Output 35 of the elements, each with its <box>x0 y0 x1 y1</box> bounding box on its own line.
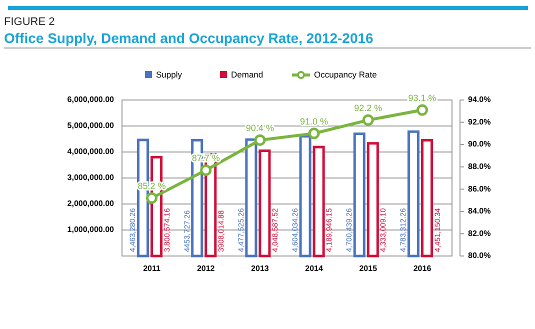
x-tick-label: 2016 <box>413 264 432 273</box>
point <box>146 192 158 204</box>
x-tick-label: 2011 <box>143 264 161 273</box>
legend-label: Occupancy Rate <box>314 69 378 80</box>
data-label: 92.2 % <box>354 103 382 114</box>
data-label: 91.0 % <box>300 116 328 126</box>
y-tick-label: 2,000,000.00 <box>67 199 115 208</box>
y2-tick-label: 86.0% <box>468 184 491 194</box>
x-tick-label: 2013 <box>251 264 270 273</box>
y2-tick-label: 92.0% <box>468 117 491 126</box>
y-tick-label: 3,000,000.00 <box>67 173 115 182</box>
point <box>200 164 212 176</box>
legend-label: Supply <box>156 69 183 80</box>
chart-title: Office Supply, Demand and Occupancy Rate, 2012-2016 <box>4 30 374 46</box>
text: FIGURE 2 <box>4 16 55 28</box>
y-tick-label: 4,000,000.00 <box>67 147 115 156</box>
x-tick-label: 2015 <box>359 264 378 273</box>
y2-tick-label: 82.0% <box>468 228 491 238</box>
y-tick-label: 5,000,000.00 <box>67 121 115 130</box>
point <box>254 134 266 146</box>
y2-tick-label: 90.0% <box>468 140 491 149</box>
y2-tick-label: 80.0% <box>468 251 491 260</box>
y-tick-label: 1,000,000.00 <box>67 225 115 234</box>
x-tick-label: 2014 <box>305 264 324 273</box>
y-tick-label: 6,000,000.00 <box>67 95 115 104</box>
data-label: 93.1 % <box>408 93 436 104</box>
y2-tick-label: 84.0% <box>468 206 491 216</box>
point <box>416 104 428 116</box>
y2-tick-label: 88.0% <box>468 162 491 171</box>
y2-tick-label: 94.0% <box>468 95 491 104</box>
point <box>362 114 374 126</box>
data-label: 90.4 % <box>246 123 274 134</box>
point <box>308 128 320 140</box>
legend-label: Demand <box>231 69 264 80</box>
x-tick-label: 2012 <box>196 264 216 273</box>
